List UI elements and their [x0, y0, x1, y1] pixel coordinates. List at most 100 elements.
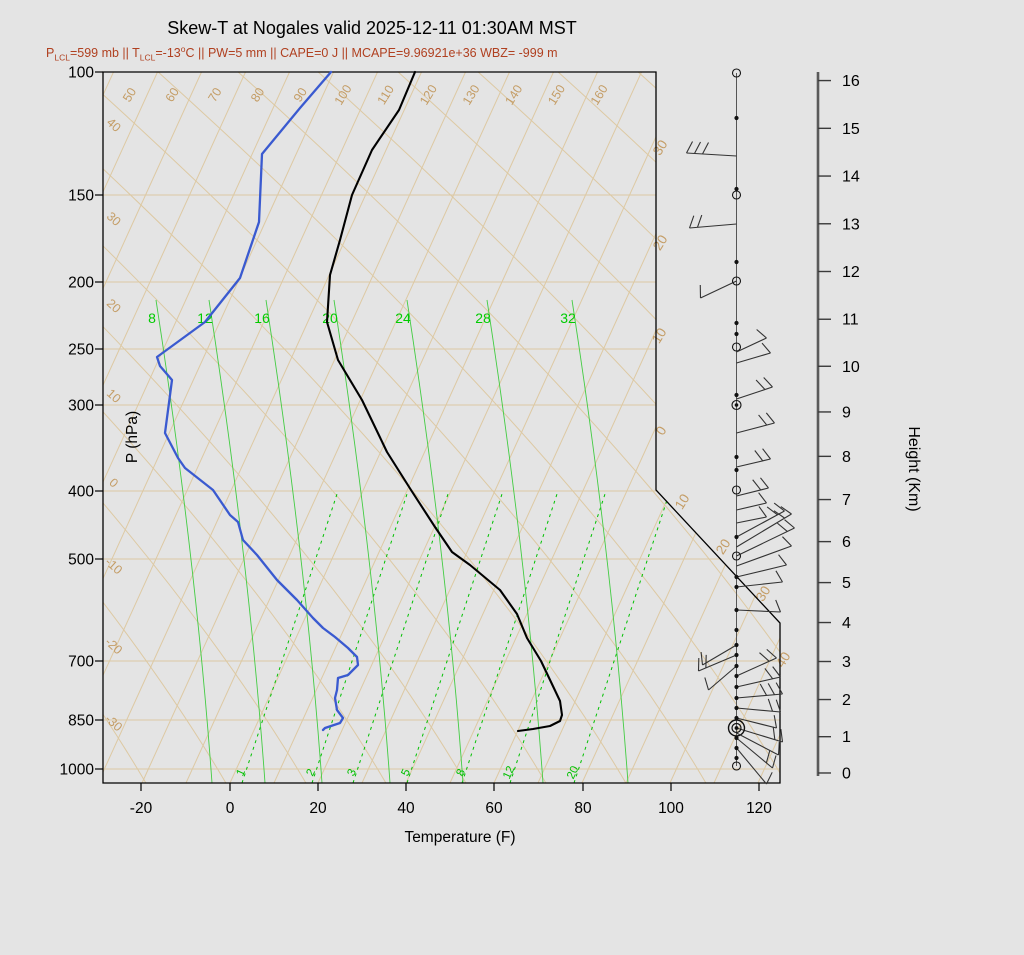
- svg-text:12: 12: [197, 310, 213, 326]
- svg-text:50: 50: [120, 85, 139, 104]
- wind-level-dot: [734, 535, 738, 539]
- wind-level-dot: [734, 575, 738, 579]
- svg-text:150: 150: [68, 188, 94, 205]
- svg-text:40: 40: [104, 115, 124, 135]
- svg-text:10: 10: [842, 359, 860, 376]
- svg-text:110: 110: [375, 83, 397, 107]
- wind-level-dot: [734, 756, 738, 760]
- wind-level-dot: [734, 332, 738, 336]
- svg-text:10: 10: [649, 325, 670, 346]
- wind-level-dot: [734, 736, 738, 740]
- svg-text:90: 90: [291, 85, 310, 104]
- svg-text:1000: 1000: [60, 762, 95, 779]
- svg-text:10: 10: [104, 386, 124, 406]
- svg-text:12: 12: [842, 264, 860, 281]
- pressure-axis-title: P (hPa): [124, 327, 142, 547]
- wind-level-dot: [734, 321, 738, 325]
- svg-text:130: 130: [460, 82, 483, 107]
- svg-text:8: 8: [148, 310, 156, 326]
- svg-text:70: 70: [205, 85, 224, 104]
- svg-text:9: 9: [842, 404, 851, 421]
- subtitle-segment: =599 mb || T: [70, 46, 140, 60]
- svg-text:100: 100: [332, 82, 355, 107]
- svg-text:20: 20: [650, 232, 671, 253]
- svg-text:400: 400: [68, 484, 94, 501]
- wind-level-dot: [734, 664, 738, 668]
- svg-text:20: 20: [322, 310, 338, 326]
- svg-text:80: 80: [248, 85, 267, 104]
- svg-text:80: 80: [574, 800, 592, 817]
- svg-text:6: 6: [842, 534, 851, 551]
- plot-frame: [103, 72, 780, 783]
- svg-text:40: 40: [773, 649, 794, 670]
- svg-text:11: 11: [842, 312, 859, 329]
- height-axis-title: Height (Km): [904, 359, 922, 579]
- svg-text:24: 24: [395, 310, 411, 326]
- svg-text:100: 100: [658, 800, 684, 817]
- svg-text:120: 120: [746, 800, 772, 817]
- subtitle-segment: C || PW=5 mm || CAPE=0 J || MCAPE=9.9692…: [185, 46, 557, 60]
- chart-subtitle: PLCL=599 mb || TLCL=-13oC || PW=5 mm || …: [46, 44, 558, 63]
- wind-level-dot: [734, 643, 738, 647]
- svg-text:1: 1: [842, 729, 851, 746]
- svg-text:20: 20: [309, 800, 327, 817]
- isotherm-lines: [0, 72, 1024, 783]
- svg-text:14: 14: [842, 169, 860, 186]
- svg-text:4: 4: [842, 615, 851, 632]
- svg-text:30: 30: [104, 209, 124, 229]
- svg-text:150: 150: [545, 82, 568, 107]
- svg-text:100: 100: [68, 65, 94, 82]
- subtitle-segment: LCL: [140, 53, 156, 63]
- svg-text:250: 250: [68, 342, 94, 359]
- svg-text:-10: -10: [102, 555, 125, 578]
- dry-adiabat-lines: [0, 72, 1024, 790]
- svg-text:60: 60: [485, 800, 503, 817]
- svg-text:30: 30: [650, 137, 671, 158]
- svg-text:32: 32: [560, 310, 576, 326]
- svg-text:700: 700: [68, 654, 94, 671]
- svg-text:7: 7: [842, 492, 851, 509]
- svg-text:10: 10: [672, 491, 693, 512]
- svg-text:2: 2: [842, 692, 851, 709]
- wind-level-dot: [734, 746, 738, 750]
- svg-text:40: 40: [397, 800, 415, 817]
- temperature-axis: -20 0 20 40 60 80 100 120: [130, 783, 773, 817]
- x-axis-title: Temperature (F): [300, 829, 620, 847]
- wind-level-dot: [734, 608, 738, 612]
- wind-level-dot: [734, 260, 738, 264]
- svg-text:0: 0: [842, 765, 851, 782]
- svg-text:140: 140: [502, 82, 525, 107]
- svg-text:-20: -20: [102, 635, 125, 658]
- wind-level-dot: [734, 468, 738, 472]
- svg-text:3: 3: [842, 654, 851, 671]
- svg-text:0: 0: [653, 423, 670, 437]
- wind-level-dot: [734, 585, 738, 589]
- subtitle-segment: LCL: [54, 53, 70, 63]
- svg-text:15: 15: [842, 121, 860, 138]
- subtitle-segment: =-13: [155, 46, 180, 60]
- svg-text:16: 16: [254, 310, 270, 326]
- wind-level-dot: [734, 685, 738, 689]
- wind-level-dot: [734, 653, 738, 657]
- temperature-curve: [327, 72, 562, 731]
- svg-text:5: 5: [842, 575, 851, 592]
- svg-text:120: 120: [417, 82, 440, 107]
- svg-text:-20: -20: [130, 800, 153, 817]
- svg-text:200: 200: [68, 275, 94, 292]
- svg-text:0: 0: [106, 475, 121, 490]
- svg-text:500: 500: [68, 552, 94, 569]
- wind-barb-column: [687, 69, 795, 784]
- svg-text:28: 28: [475, 310, 491, 326]
- wind-level-dot: [734, 116, 738, 120]
- wind-level-dot: [734, 696, 738, 700]
- wind-level-dot: [734, 706, 738, 710]
- svg-text:60: 60: [163, 85, 182, 104]
- svg-text:0: 0: [226, 800, 235, 817]
- svg-text:30: 30: [753, 583, 774, 604]
- dewpoint-curve: [157, 72, 358, 730]
